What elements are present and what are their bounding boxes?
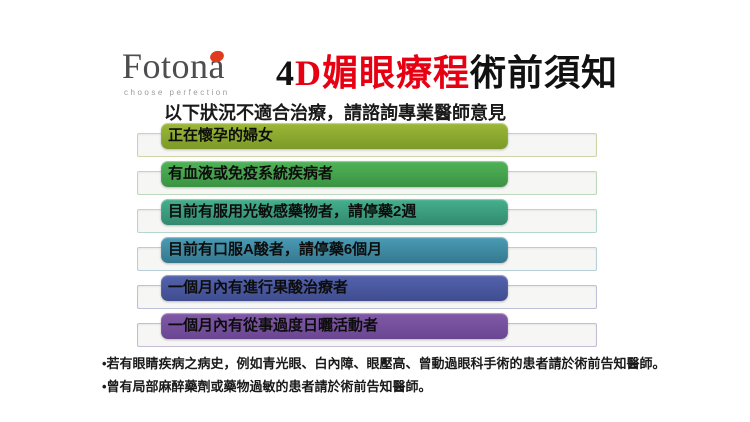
footnote: •曾有局部麻醉藥劑或藥物過敏的患者請於術前告知醫師。 bbox=[102, 379, 432, 394]
row-bar: 一個月內有進行果酸治療者 bbox=[161, 275, 508, 301]
row-bar: 一個月內有從事過度日曬活動者 bbox=[161, 313, 508, 339]
row-label: 目前有口服A酸者，請停藥6個月 bbox=[168, 241, 383, 258]
row-bar: 正在懷孕的婦女 bbox=[161, 123, 508, 149]
contraindication-row: 一個月內有進行果酸治療者 bbox=[137, 275, 617, 311]
row-bar: 目前有口服A酸者，請停藥6個月 bbox=[161, 237, 508, 263]
logo-tagline: choose perfection bbox=[124, 88, 230, 97]
title-highlight: D媚眼療程 bbox=[295, 53, 470, 93]
title-suffix: 術前須知 bbox=[470, 53, 619, 93]
contraindication-row: 有血液或免疫系統疾病者 bbox=[137, 161, 617, 197]
row-label: 目前有服用光敏感藥物者，請停藥2週 bbox=[168, 203, 417, 220]
row-bar: 目前有服用光敏感藥物者，請停藥2週 bbox=[161, 199, 508, 225]
fotona-logo: Fotona choose perfection bbox=[122, 48, 262, 104]
contraindication-row: 目前有服用光敏感藥物者，請停藥2週 bbox=[137, 199, 617, 235]
title-prefix: 4 bbox=[276, 53, 295, 93]
row-bar: 有血液或免疫系統疾病者 bbox=[161, 161, 508, 187]
row-label: 有血液或免疫系統疾病者 bbox=[168, 165, 334, 182]
contraindication-row: 目前有口服A酸者，請停藥6個月 bbox=[137, 237, 617, 273]
footnotes: •若有眼睛疾病之病史，例如青光眼、白內障、眼壓高、曾動過眼科手術的患者請於術前告… bbox=[102, 352, 702, 398]
contraindication-row: 正在懷孕的婦女 bbox=[137, 123, 617, 159]
subtitle: 以下狀況不適合治療，請諮詢專業醫師意見 bbox=[164, 103, 506, 123]
row-label: 一個月內有從事過度日曬活動者 bbox=[168, 317, 379, 334]
logo-wordmark: Fotona bbox=[122, 46, 226, 86]
footnote: •若有眼睛疾病之病史，例如青光眼、白內障、眼壓高、曾動過眼科手術的患者請於術前告… bbox=[102, 356, 666, 371]
contraindication-list: 正在懷孕的婦女有血液或免疫系統疾病者目前有服用光敏感藥物者，請停藥2週 目前有口服… bbox=[137, 123, 617, 355]
row-label: 一個月內有進行果酸治療者 bbox=[168, 279, 349, 296]
row-label: 正在懷孕的婦女 bbox=[168, 127, 274, 144]
page-title: 4D媚眼療程術前須知 bbox=[276, 44, 618, 96]
contraindication-row: 一個月內有從事過度日曬活動者 bbox=[137, 313, 617, 349]
